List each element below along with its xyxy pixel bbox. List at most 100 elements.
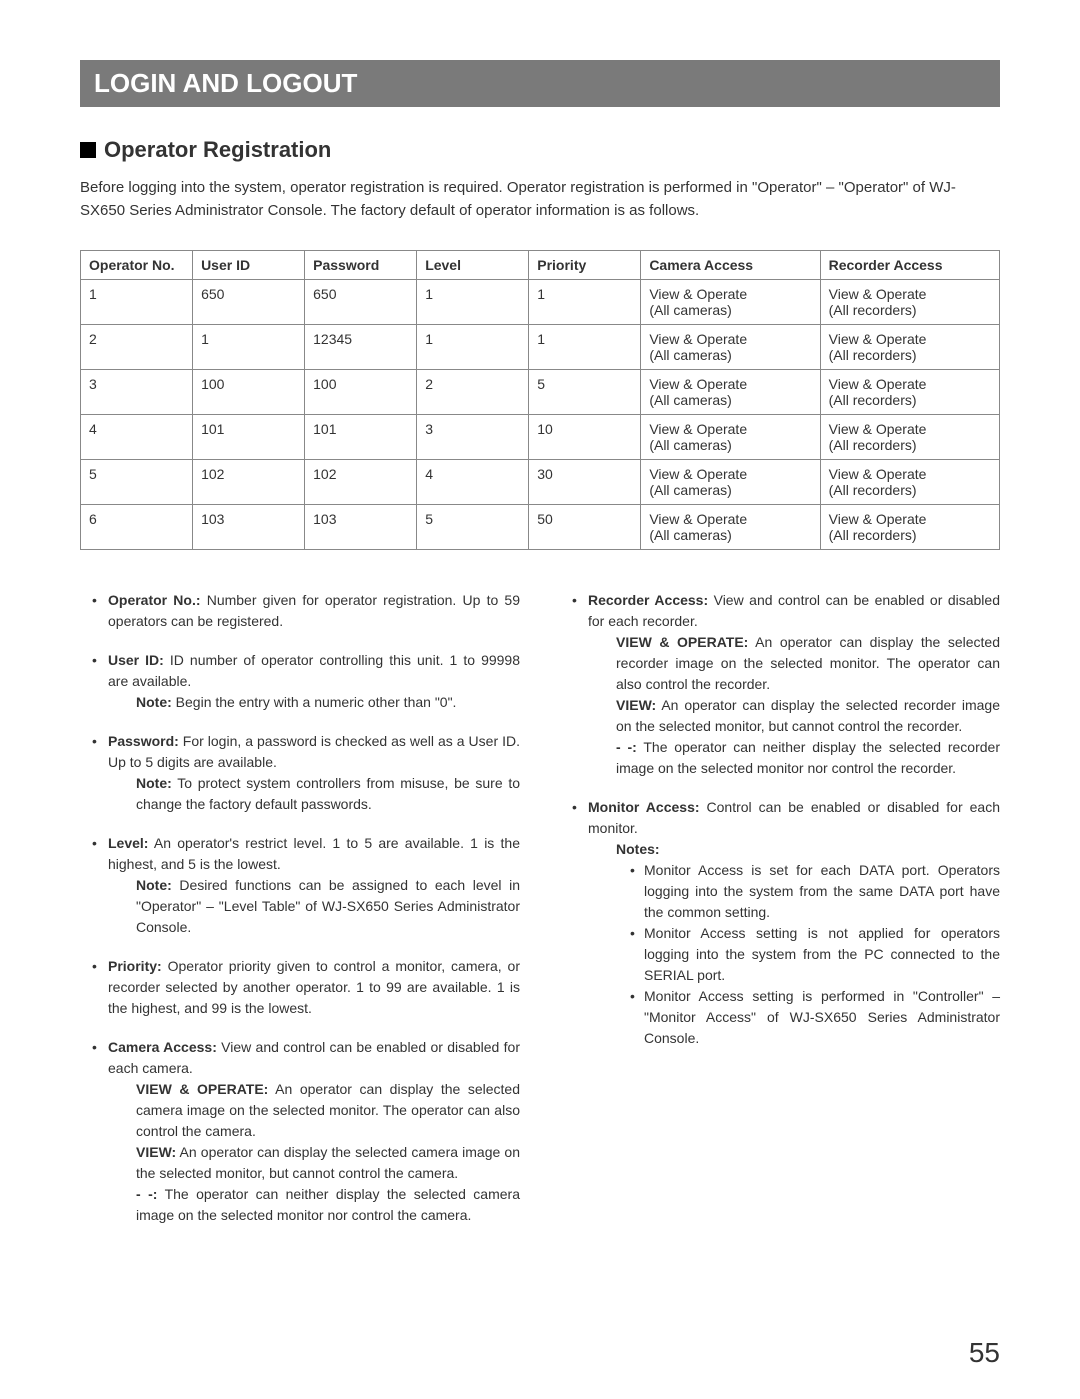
description-columns: • Operator No.: Number given for operato…: [80, 590, 1000, 1244]
table-cell: 1: [529, 325, 641, 370]
note-item: •Monitor Access setting is performed in …: [616, 986, 1000, 1049]
th-user-id: User ID: [193, 251, 305, 280]
table-cell: 50: [529, 505, 641, 550]
bullet-icon: •: [630, 860, 635, 881]
table-cell: View & Operate (All cameras): [641, 325, 820, 370]
table-cell: 30: [529, 460, 641, 505]
section-title-text: Operator Registration: [104, 137, 331, 162]
table-row: 5102102430View & Operate (All cameras)Vi…: [81, 460, 1000, 505]
label: Password:: [108, 733, 179, 749]
section-title: Operator Registration: [80, 137, 1000, 163]
table-cell: View & Operate (All recorders): [820, 505, 999, 550]
table-cell: 1: [417, 325, 529, 370]
note-item: •Monitor Access is set for each DATA por…: [616, 860, 1000, 923]
sub-text: The operator can neither display the sel…: [136, 1186, 520, 1223]
table-cell: 12345: [305, 325, 417, 370]
notes-label-line: Notes:: [588, 839, 1000, 860]
sub-text: The operator can neither display the sel…: [616, 739, 1000, 776]
sub-view: VIEW: An operator can display the select…: [108, 1142, 520, 1184]
table-cell: 650: [193, 280, 305, 325]
item-recorder-access: • Recorder Access: View and control can …: [560, 590, 1000, 779]
item-password: • Password: For login, a password is che…: [80, 731, 520, 815]
th-camera-access: Camera Access: [641, 251, 820, 280]
th-recorder-access: Recorder Access: [820, 251, 999, 280]
item-priority: • Priority: Operator priority given to c…: [80, 956, 520, 1019]
note-text: To protect system controllers from misus…: [136, 775, 520, 812]
table-row: 6103103550View & Operate (All cameras)Vi…: [81, 505, 1000, 550]
bullet-icon: •: [630, 923, 635, 944]
note: Note: Desired functions can be assigned …: [108, 875, 520, 938]
page-header-title: LOGIN AND LOGOUT: [94, 68, 357, 98]
label: Level:: [108, 835, 148, 851]
table-cell: 4: [417, 460, 529, 505]
th-operator-no: Operator No.: [81, 251, 193, 280]
table-header-row: Operator No. User ID Password Level Prio…: [81, 251, 1000, 280]
text: ID number of operator controlling this u…: [108, 652, 520, 689]
note-label: Note:: [136, 877, 172, 893]
table-cell: 103: [193, 505, 305, 550]
table-cell: 1: [193, 325, 305, 370]
item-user-id: • User ID: ID number of operator control…: [80, 650, 520, 713]
sub-dash: - -: The operator can neither display th…: [108, 1184, 520, 1226]
table-cell: View & Operate (All cameras): [641, 460, 820, 505]
table-row: 211234511View & Operate (All cameras)Vie…: [81, 325, 1000, 370]
th-password: Password: [305, 251, 417, 280]
table-cell: 101: [305, 415, 417, 460]
table-row: 165065011View & Operate (All cameras)Vie…: [81, 280, 1000, 325]
note-text: Monitor Access setting is performed in "…: [644, 988, 1000, 1046]
text: Operator priority given to control a mon…: [108, 958, 520, 1016]
label: User ID:: [108, 652, 164, 668]
table-row: 310010025View & Operate (All cameras)Vie…: [81, 370, 1000, 415]
table-cell: 5: [417, 505, 529, 550]
table-cell: 4: [81, 415, 193, 460]
bullet-icon: •: [92, 833, 97, 854]
label: Monitor Access:: [588, 799, 700, 815]
table-cell: View & Operate (All cameras): [641, 415, 820, 460]
label: Recorder Access:: [588, 592, 708, 608]
table-cell: 5: [81, 460, 193, 505]
table-cell: View & Operate (All cameras): [641, 280, 820, 325]
table-cell: 102: [193, 460, 305, 505]
table-cell: 100: [193, 370, 305, 415]
label: Camera Access:: [108, 1039, 217, 1055]
th-level: Level: [417, 251, 529, 280]
bullet-icon: •: [92, 590, 97, 611]
note-text: Desired functions can be assigned to eac…: [136, 877, 520, 935]
table-cell: 2: [81, 325, 193, 370]
page-header-bar: LOGIN AND LOGOUT: [80, 60, 1000, 107]
item-monitor-access: • Monitor Access: Control can be enabled…: [560, 797, 1000, 1049]
bullet-icon: •: [92, 1037, 97, 1058]
note-label: Note:: [136, 694, 172, 710]
sub-text: An operator can display the selected rec…: [616, 697, 1000, 734]
note-text: Monitor Access setting is not applied fo…: [644, 925, 1000, 983]
table-cell: 3: [417, 415, 529, 460]
table-cell: View & Operate (All recorders): [820, 460, 999, 505]
table-cell: 1: [529, 280, 641, 325]
table-cell: 6: [81, 505, 193, 550]
operator-table: Operator No. User ID Password Level Prio…: [80, 250, 1000, 550]
note: Note: To protect system controllers from…: [108, 773, 520, 815]
bullet-icon: •: [92, 956, 97, 977]
table-cell: 101: [193, 415, 305, 460]
note-text: Begin the entry with a numeric other tha…: [172, 694, 457, 710]
sub-label: - -:: [136, 1186, 157, 1202]
table-cell: 3: [81, 370, 193, 415]
item-operator-no: • Operator No.: Number given for operato…: [80, 590, 520, 632]
table-cell: View & Operate (All recorders): [820, 415, 999, 460]
table-cell: 5: [529, 370, 641, 415]
table-cell: View & Operate (All recorders): [820, 280, 999, 325]
sub-label: - -:: [616, 739, 637, 755]
section-intro: Before logging into the system, operator…: [80, 177, 1000, 222]
bullet-icon: •: [572, 797, 577, 818]
bullet-icon: •: [572, 590, 577, 611]
bullet-icon: •: [92, 731, 97, 752]
table-cell: 103: [305, 505, 417, 550]
label: Priority:: [108, 958, 162, 974]
table-cell: 1: [417, 280, 529, 325]
table-cell: 10: [529, 415, 641, 460]
square-icon: [80, 142, 96, 158]
sub-label: VIEW:: [136, 1144, 176, 1160]
item-level: • Level: An operator's restrict level. 1…: [80, 833, 520, 938]
table-cell: 2: [417, 370, 529, 415]
table-cell: 1: [81, 280, 193, 325]
